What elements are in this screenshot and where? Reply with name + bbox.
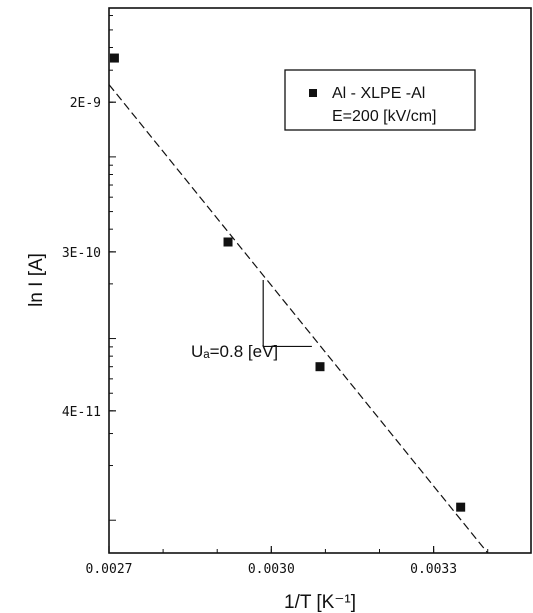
legend-entry-field: E=200 [kV/cm] — [332, 108, 437, 125]
x-tick-label: 0.0027 — [86, 562, 133, 577]
legend-box — [284, 69, 476, 131]
legend-marker-square — [309, 89, 317, 97]
tick-labels-group: 0.0027 0.0030 0.0033 2E-9 3E-10 4E-11 — [62, 96, 457, 577]
y-axis-label: ln I [A] — [26, 253, 47, 307]
data-point — [315, 362, 325, 372]
legend-entry-series: Al - XLPE -Al — [332, 85, 425, 102]
data-point — [223, 237, 233, 247]
y-tick-label: 4E-11 — [62, 405, 101, 420]
data-points-group — [109, 53, 466, 512]
fit-line-group — [108, 84, 489, 554]
legend: Al - XLPE -Al E=200 [kV/cm] — [284, 69, 476, 131]
slope-triangle-group — [262, 280, 312, 348]
slope-annotation: Uₐ=0.8 [eV] — [191, 342, 278, 361]
y-tick-label: 2E-9 — [70, 96, 101, 111]
plot-frame — [108, 7, 532, 554]
data-point — [109, 53, 119, 63]
x-tick-label: 0.0033 — [410, 562, 457, 577]
data-point — [456, 502, 466, 512]
x-axis-label: 1/T [K⁻¹] — [284, 592, 356, 613]
x-tick-label: 0.0030 — [248, 562, 295, 577]
fit-line — [108, 84, 489, 554]
y-tick-label: 3E-10 — [62, 246, 101, 261]
